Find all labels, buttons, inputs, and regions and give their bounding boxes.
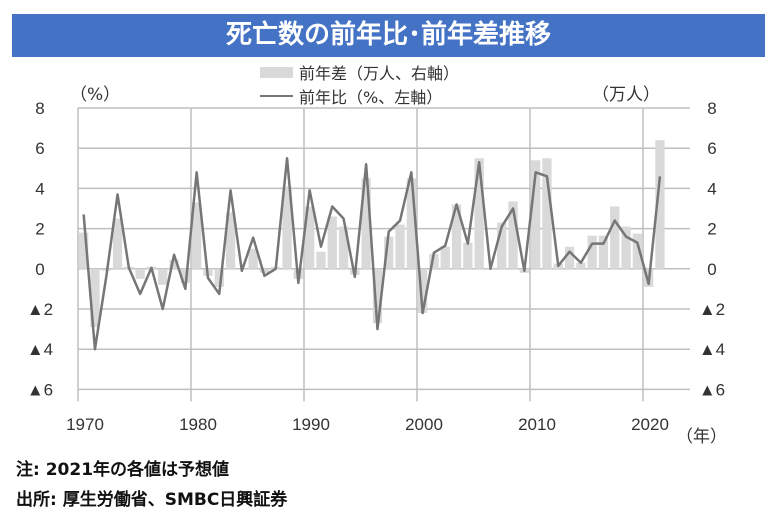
bar-1977: [158, 268, 168, 285]
y-tick-right: 6: [707, 139, 716, 158]
source-text: 出所: 厚生労働省、SMBC日興証券: [16, 490, 288, 510]
y-tick-right: 8: [707, 99, 716, 118]
bar-2004: [463, 242, 473, 269]
bar-2015: [587, 235, 597, 269]
note-text: 注: 2021年の各値は予想値: [16, 460, 230, 480]
bar-1970: [79, 232, 89, 269]
y-tick-left: 2: [35, 220, 44, 239]
y-tick-left: 6: [35, 139, 44, 158]
bar-1992: [327, 216, 337, 269]
bar-1986: [259, 268, 270, 273]
legend-item-bar: 前年差（万人、右軸）: [260, 60, 459, 84]
bar-2005: [474, 158, 484, 269]
x-tick-label: 2010: [518, 415, 556, 434]
x-tick-label: 2000: [405, 415, 443, 434]
bar-1995: [361, 178, 371, 269]
bar-2007: [497, 222, 507, 269]
x-axis-unit: （年）: [676, 427, 727, 447]
bar-2019: [632, 233, 642, 269]
bar-1971: [90, 268, 100, 328]
legend-line-label: 前年比（%、左軸）: [299, 88, 443, 107]
bar-2008: [508, 201, 518, 269]
bar-1983: [225, 212, 236, 269]
bar-1980: [192, 202, 202, 269]
bar-2010: [531, 160, 541, 269]
bar-1973: [112, 218, 123, 269]
bar-1993: [338, 226, 349, 269]
bar-1999: [406, 178, 416, 269]
bar-2017: [610, 206, 620, 269]
bar-2003: [451, 204, 462, 269]
bar-1990: [305, 206, 315, 269]
y-tick-right: 0: [707, 260, 716, 279]
bar-2011: [542, 158, 552, 269]
bar-2014: [576, 262, 586, 269]
y-tick-left: 4: [35, 179, 44, 198]
x-tick-label: 1980: [179, 415, 217, 434]
line-series: [82, 157, 662, 351]
legend: 前年差（万人、右軸） 前年比（%、左軸）: [260, 60, 459, 108]
y-tick-right: 2: [707, 220, 716, 239]
bar-1988: [282, 186, 292, 269]
y-tick-right: ▲2: [699, 300, 725, 319]
right-axis-unit: （万人）: [592, 85, 660, 105]
y-tick-right: ▲4: [699, 340, 725, 359]
y-tick-left: ▲6: [27, 380, 53, 399]
y-tick-left: ▲2: [27, 300, 53, 319]
legend-bar-label: 前年差（万人、右軸）: [299, 64, 460, 83]
x-tick-label: 1970: [66, 415, 104, 434]
bar-2001: [429, 253, 439, 269]
bar-2021: [655, 140, 665, 269]
bar-1982: [214, 268, 224, 287]
y-tick-left: ▲4: [27, 340, 53, 359]
y-tick-right: ▲6: [699, 380, 725, 399]
bar-1997: [384, 236, 394, 269]
bar-2002: [440, 246, 450, 269]
bar-2018: [621, 226, 631, 269]
bar-1991: [316, 251, 326, 269]
y-tick-right: 4: [707, 179, 716, 198]
left-axis-unit: （%）: [70, 85, 121, 105]
y-tick-left: 8: [35, 99, 44, 118]
bar-2000: [418, 268, 428, 314]
legend-line-swatch: [260, 95, 293, 97]
y-tick-left: 0: [35, 260, 44, 279]
bar-2013: [564, 246, 575, 269]
bar-1975: [135, 268, 145, 279]
bar-1996: [372, 268, 383, 324]
x-tick-label: 1990: [292, 415, 330, 434]
bar-1978: [169, 259, 179, 269]
x-tick-label: 2020: [631, 415, 669, 434]
bar-2016: [598, 235, 609, 269]
chart-title: 死亡数の前年比･前年差推移: [12, 14, 765, 57]
bar-1985: [248, 248, 258, 269]
bar-1979: [180, 268, 190, 283]
legend-bar-swatch: [260, 66, 293, 78]
legend-item-line: 前年比（%、左軸）: [260, 84, 459, 108]
bar-1998: [395, 224, 405, 269]
